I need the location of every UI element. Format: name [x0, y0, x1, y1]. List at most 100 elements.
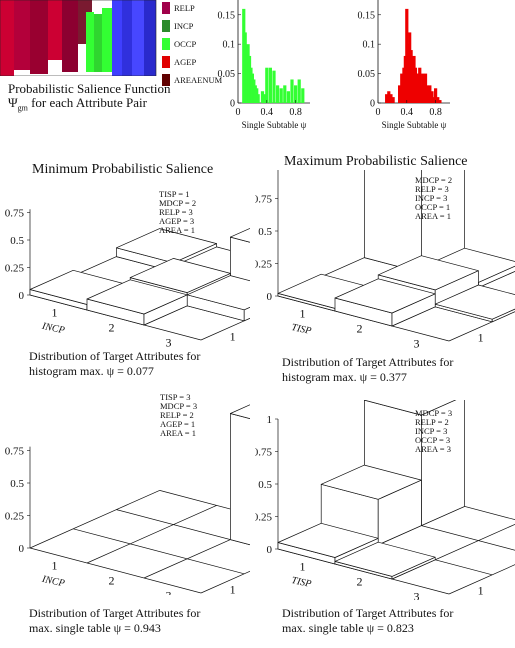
salience-title: Probabilistic Salience Function Ψgm for … — [8, 81, 171, 113]
legend-label: AGEP — [174, 57, 197, 68]
y-tick-label: 0 — [370, 99, 375, 110]
min-salience-title: Minimum Probabilistic Salience — [32, 162, 214, 177]
histogram-bar — [256, 94, 260, 103]
legend-label: OCCP — [174, 39, 197, 50]
z-tick-label: 0.5 — [258, 479, 272, 491]
z-tick-label: 1 — [267, 170, 273, 173]
z-tick-label: 0.75 — [5, 446, 25, 458]
caption-bl: Distribution of Target Attributes for max… — [29, 606, 201, 635]
floor-grid-line — [73, 528, 245, 575]
bar-side-face — [421, 400, 465, 526]
bar-top-face — [334, 278, 436, 314]
floor-grid-line — [448, 564, 515, 595]
y-tick-label: 0 — [230, 99, 235, 110]
x-tick-label: 1 — [300, 307, 306, 321]
z-tick-label: 1 — [267, 414, 273, 426]
bar-top-face — [230, 404, 250, 420]
histogram-bar — [283, 85, 287, 103]
bar-side-face — [243, 306, 250, 322]
histogram-bar — [430, 91, 434, 103]
x-tick-label: 2 — [357, 575, 363, 589]
z-tick-label: 0.25 — [5, 511, 25, 523]
histogram-red: 0 0.05 0.1 0.15 0 0.4 0.8 Single Subtable ψ — [358, 0, 450, 130]
params-tl: TISP = 1 MDCP = 2 RELP = 3 AGEP = 3 AREA… — [159, 189, 197, 235]
x-axis-label: INCP — [40, 321, 66, 337]
histogram-bar — [436, 97, 440, 103]
x-tick-label: 0.8 — [429, 107, 442, 118]
z-tick-label: 0.25 — [255, 512, 273, 524]
histogram-bar — [272, 70, 276, 103]
x-tick-label: 1 — [52, 559, 58, 573]
x-tick-label: 0.4 — [261, 107, 274, 118]
histogram-bar — [428, 85, 432, 103]
x-tick-label: 0 — [376, 107, 381, 118]
x-axis-label: INCP — [40, 574, 66, 590]
z-tick-label: 0 — [19, 290, 25, 302]
x-tick-label: 2 — [109, 321, 115, 335]
histogram-bar — [389, 94, 393, 103]
y-tick-label: 0.05 — [358, 69, 376, 80]
histogram-bar — [263, 94, 267, 103]
histogram-bar — [400, 73, 404, 103]
bar-top-face — [277, 522, 379, 558]
legend-label: RELP — [174, 3, 195, 14]
x-tick-label: 1 — [52, 306, 58, 320]
legend-item: INCP — [162, 20, 193, 33]
x-tick-label: 2 — [357, 322, 363, 336]
floor-grid-line — [200, 317, 250, 341]
histogram-bar — [290, 79, 294, 103]
bar-side-face — [491, 308, 515, 323]
histogram-bar — [418, 67, 422, 103]
legend-item: OCCP — [162, 38, 197, 51]
histogram-bar — [391, 97, 395, 103]
bar-top-face — [116, 228, 217, 264]
histogram-bar — [276, 85, 280, 103]
legend-item: RELP — [162, 2, 195, 15]
y-tick-label: 1 — [230, 329, 236, 343]
histogram-bar — [297, 79, 301, 103]
bar-top-face — [377, 255, 479, 291]
caption-tl: Distribution of Target Attributes for his… — [29, 349, 201, 378]
x-tick-label: 1 — [300, 560, 306, 574]
x-axis-label: Single Subtable ψ — [382, 120, 447, 130]
params-br: MDCP = 3 RELP = 2 INCP = 3 OCCP = 3 AREA… — [415, 408, 453, 454]
x-tick-label: 3 — [414, 337, 420, 351]
legend-swatch — [162, 2, 170, 15]
x-tick-label: 0 — [236, 107, 241, 118]
bar-front-face — [230, 413, 250, 546]
caption-br: Distribution of Target Attributes for max… — [282, 606, 454, 635]
legend-swatch — [162, 38, 170, 51]
y-tick-label: 0.1 — [363, 40, 376, 51]
y-tick-label: 1 — [478, 583, 484, 597]
y-tick-label: 1 — [478, 330, 484, 344]
floor-grid-line — [116, 509, 250, 546]
floor-grid-line — [29, 490, 160, 549]
bar3d-incp-occp-single-max: 0.750.50.250123123INCPOCCP — [5, 404, 250, 595]
z-tick-label: 0 — [267, 291, 273, 303]
floor-grid-line — [143, 530, 250, 579]
params-tr: MDCP = 2 RELP = 3 INCP = 3 OCCP = 1 AREA… — [415, 175, 453, 221]
z-tick-label: 0 — [19, 543, 25, 555]
z-tick-label: 0.75 — [5, 208, 25, 220]
attribute-color-bars — [0, 0, 157, 76]
x-axis-label: TISP — [290, 322, 312, 337]
legend-swatch — [162, 74, 170, 87]
histogram-bar — [385, 94, 389, 103]
legend-item: AREAENUM — [162, 74, 222, 87]
x-tick-label: 2 — [109, 574, 115, 588]
y-tick-label: 1 — [230, 582, 236, 595]
legend-swatch — [162, 56, 170, 69]
x-tick-label: 0.8 — [289, 107, 302, 118]
floor-grid-line — [86, 505, 217, 564]
z-tick-label: 0 — [267, 544, 273, 556]
legend-swatch — [162, 20, 170, 33]
histogram-bar — [286, 91, 290, 103]
bar-top-face — [334, 541, 436, 577]
bar-top-face — [364, 400, 457, 416]
floor-grid-line — [200, 570, 250, 594]
max-salience-title: Maximum Probabilistic Salience — [284, 154, 468, 169]
histogram-bar — [387, 91, 391, 103]
histogram-bar — [268, 67, 272, 103]
x-axis-label: Single Subtable ψ — [242, 120, 307, 130]
z-tick-label: 0.5 — [10, 235, 24, 247]
